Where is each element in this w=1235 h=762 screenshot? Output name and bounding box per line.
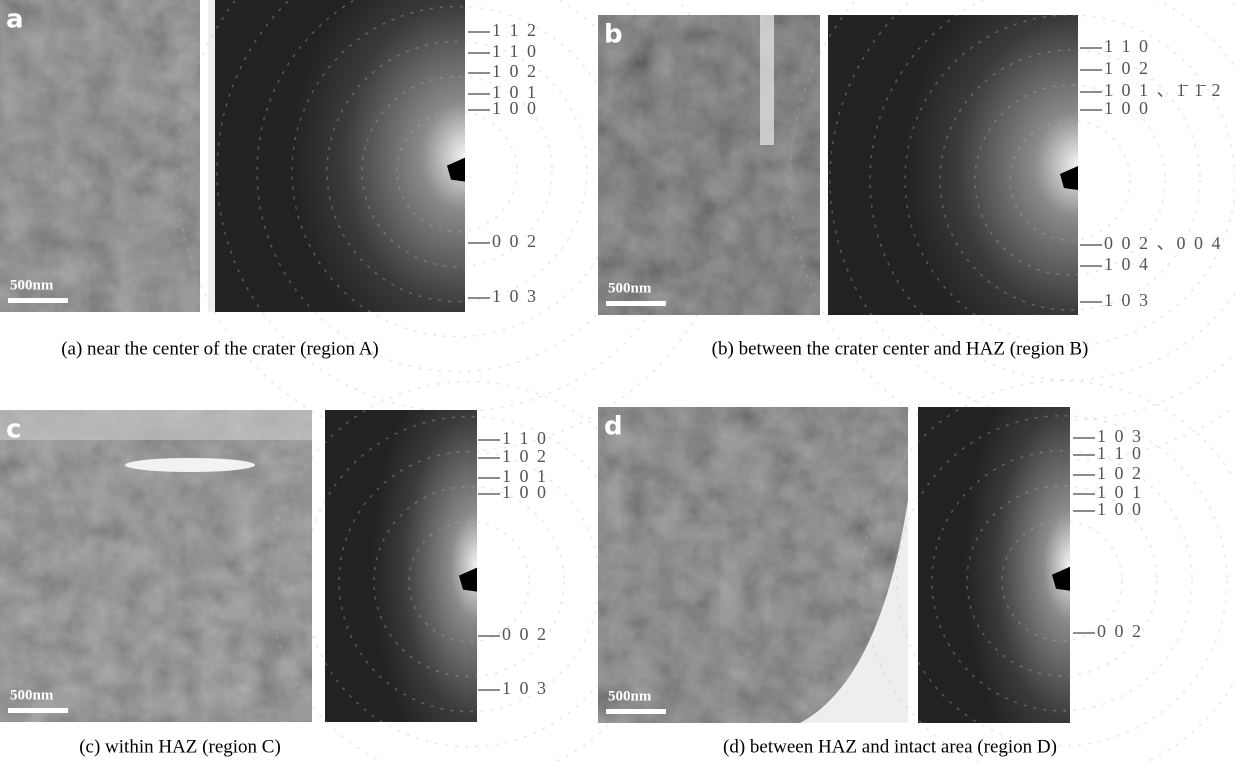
scale-bar-label: 500nm — [10, 687, 54, 703]
index-label: 1 0 0 — [502, 482, 548, 502]
diffraction-pattern — [918, 407, 1070, 723]
scale-bar — [606, 709, 666, 714]
index-label: 0 0 2 — [1097, 621, 1143, 641]
panel-letter: b — [604, 20, 623, 50]
caption: (d) between HAZ and intact area (region … — [723, 736, 1057, 757]
index-label: 1 0 2 — [492, 61, 538, 81]
caption: (b) between the crater center and HAZ (r… — [712, 338, 1089, 359]
figure: a500nm1 1 21 1 01 0 21 0 11 0 00 0 21 0 … — [0, 0, 1235, 762]
tem-feature — [0, 410, 312, 440]
scale-bar-label: 500nm — [608, 280, 652, 296]
index-label: 1 0 3 — [492, 286, 538, 306]
tem-texture — [598, 15, 820, 315]
index-label: 1 0 3 — [1104, 290, 1150, 310]
scale-bar — [606, 301, 666, 306]
panel-letter: c — [6, 415, 21, 445]
index-label: 1 0 2 — [1097, 463, 1143, 483]
index-label: 1 0 2 — [502, 446, 548, 466]
tem-feature — [125, 458, 255, 472]
index-label: 1 0 0 — [1097, 499, 1143, 519]
index-label: 1 0 4 — [1104, 254, 1150, 274]
panel-letter: d — [604, 412, 623, 442]
scale-bar — [8, 708, 68, 713]
diffraction-pattern — [215, 0, 465, 312]
caption: (c) within HAZ (region C) — [79, 736, 281, 757]
index-label: 1 0 3 — [502, 678, 548, 698]
panel-letter: a — [6, 5, 24, 35]
caption: (a) near the center of the crater (regio… — [61, 338, 379, 359]
index-label: 1 1 0 — [1104, 36, 1150, 56]
scale-bar-label: 500nm — [10, 277, 54, 293]
index-label: 0 0 2 — [502, 624, 548, 644]
index-label: 1 0 0 — [1104, 98, 1150, 118]
tem-feature — [760, 15, 774, 145]
index-label: 1 1 2 — [492, 20, 538, 40]
index-label: 1 0 1 、1̄ 1̄ 2 — [1104, 80, 1223, 100]
diffraction-pattern — [828, 15, 1078, 315]
page: {"panels": [ {"letter": "a", "scale_bar"… — [0, 0, 1235, 762]
scale-bar — [8, 298, 68, 303]
tem-feature — [208, 0, 215, 312]
index-label: 1 1 0 — [502, 428, 548, 448]
index-label: 1 0 0 — [492, 98, 538, 118]
scale-bar-label: 500nm — [608, 688, 652, 704]
index-label: 1 0 2 — [1104, 58, 1150, 78]
diffraction-pattern — [325, 410, 477, 722]
index-label: 0 0 2 、0 0 4 — [1104, 233, 1223, 253]
index-label: 1 1 0 — [492, 41, 538, 61]
tem-texture — [0, 410, 312, 722]
index-label: 1 1 0 — [1097, 443, 1143, 463]
index-label: 0 0 2 — [492, 231, 538, 251]
tem-texture — [0, 0, 200, 312]
